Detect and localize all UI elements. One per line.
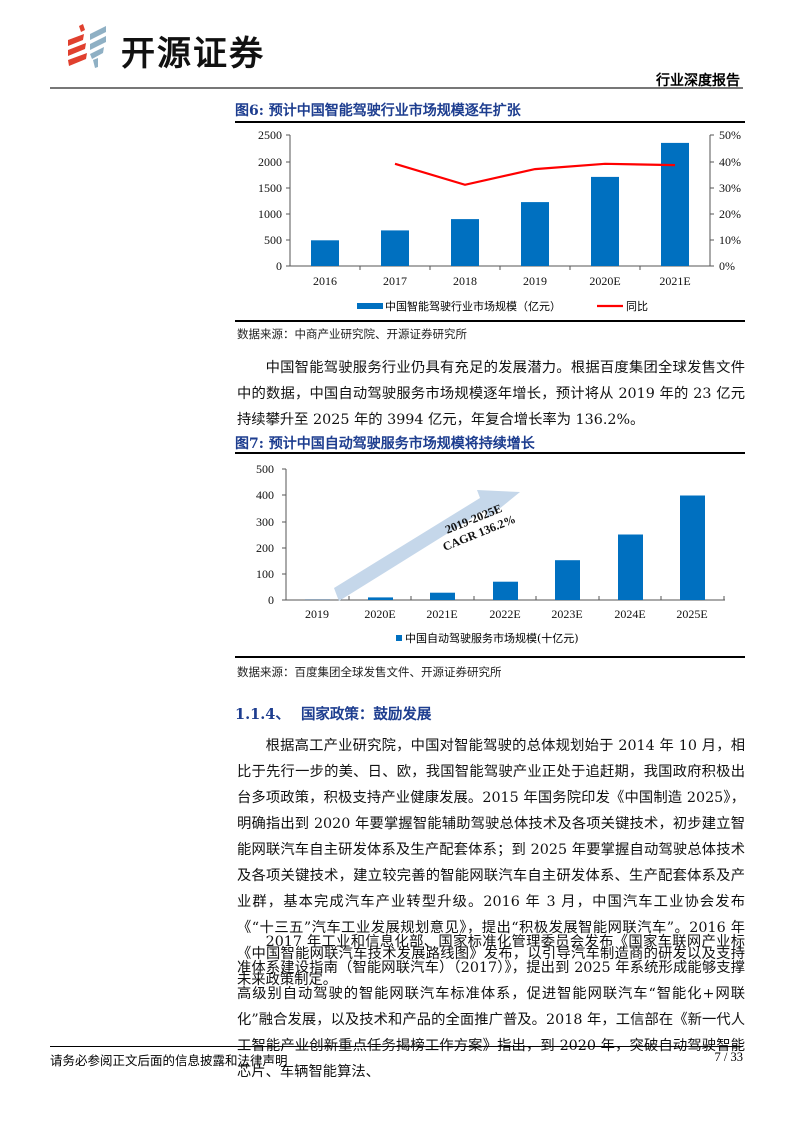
bar-2019 [521,202,549,266]
bar-2017 [381,230,409,266]
svg-text:2023E: 2023E [551,607,582,621]
bar-2025E [680,495,705,600]
footer-divider [50,1046,743,1047]
figure6-source: 数据来源：中商产业研究院、开源证券研究所 [237,327,467,341]
svg-text:2020E: 2020E [364,607,395,621]
figure6-chart: 0 500 1000 1500 2000 2500 0% 10% 20% 30%… [258,128,741,309]
bar-2022E [493,581,518,600]
svg-text:500: 500 [256,462,274,476]
brand-name: 开源证券 [121,34,265,74]
footer-disclaimer: 请务必参阅正文后面的信息披露和法律声明 [50,1053,288,1068]
figure7-legend-label: 中国自动驾驶服务市场规模(十亿元) [405,632,579,645]
svg-text:30%: 30% [719,181,741,195]
svg-text:300: 300 [256,515,274,529]
figure6-legend-bar-label: 中国智能驾驶行业市场规模（亿元） [385,300,561,313]
svg-text:200: 200 [256,541,274,555]
svg-text:2000: 2000 [258,155,282,169]
bar-2023E [555,560,580,600]
svg-text:1000: 1000 [258,207,282,221]
section-title: 国家政策：鼓励发展 [300,706,432,723]
section-number: 1.1.4、 [235,706,290,723]
svg-text:500: 500 [264,233,282,247]
figure7-source-rule [235,656,745,658]
svg-text:50%: 50% [719,128,741,142]
cagr-arrow-icon [334,490,520,601]
figure6-legend-line-label: 同比 [626,300,648,313]
section-heading: 1.1.4、 国家政策：鼓励发展 [235,703,431,724]
svg-text:10%: 10% [719,233,741,247]
document-type: 行业深度报告 [656,73,740,89]
svg-text:0: 0 [276,259,282,273]
bar-2019 [305,599,330,600]
figure6-title: 图6: 预计中国智能驾驶行业市场规模逐年扩张 [235,103,521,119]
figure7-source: 数据来源：百度集团全球发售文件、开源证券研究所 [237,665,502,679]
paragraph-policy-history: 根据高工产业研究院，中国对智能驾驶的总体规划始于 2014 年 10 月，相比于… [237,738,745,988]
bar-2016 [311,240,339,266]
svg-text:2022E: 2022E [489,607,520,621]
figure7-legend-swatch [396,635,402,641]
svg-text:2017: 2017 [383,274,407,288]
bar-2018 [451,219,479,266]
svg-text:20%: 20% [719,207,741,221]
figure6-source-rule [235,320,745,322]
svg-text:2500: 2500 [258,128,282,142]
svg-text:1500: 1500 [258,181,282,195]
figure7-chart: 0 100 200 300 400 500 2019-2025E CAGR 13… [256,462,725,621]
page-number: 7 / 33 [714,1050,743,1064]
bar-2020E [368,597,393,600]
paragraph-market-potential: 中国智能驾驶服务行业仍具有充足的发展潜力。根据百度集团全球发售文件中的数据，中国… [237,360,745,428]
logo-mark-icon [68,24,106,68]
svg-text:2021E: 2021E [659,274,690,288]
legend-bar-swatch [357,303,383,309]
svg-text:2021E: 2021E [426,607,457,621]
figure7-title: 图7: 预计中国自动驾驶服务市场规模将持续增长 [235,436,535,452]
svg-text:2024E: 2024E [614,607,645,621]
svg-text:0: 0 [268,593,274,607]
svg-text:100: 100 [256,567,274,581]
svg-text:2018: 2018 [453,274,477,288]
svg-text:400: 400 [256,488,274,502]
svg-text:2020E: 2020E [589,274,620,288]
bar-2021E [661,142,689,266]
svg-text:40%: 40% [719,155,741,169]
svg-text:2025E: 2025E [676,607,707,621]
svg-text:2019: 2019 [523,274,547,288]
svg-text:2016: 2016 [313,274,337,288]
paragraph-policy-standards: 2017 年工业和信息化部、国家标准化管理委员会发布《国家车联网产业标准体系建设… [237,934,745,1080]
bar-2021E [430,592,455,600]
yoy-line [394,162,676,186]
figure7-title-rule [235,452,745,454]
figure6-title-rule [235,121,745,123]
bar-2020E [591,176,619,266]
bar-2024E [618,534,643,600]
svg-text:2019: 2019 [305,607,329,621]
header-divider [50,87,743,89]
brand-logo [66,22,306,72]
svg-text:0%: 0% [719,259,735,273]
